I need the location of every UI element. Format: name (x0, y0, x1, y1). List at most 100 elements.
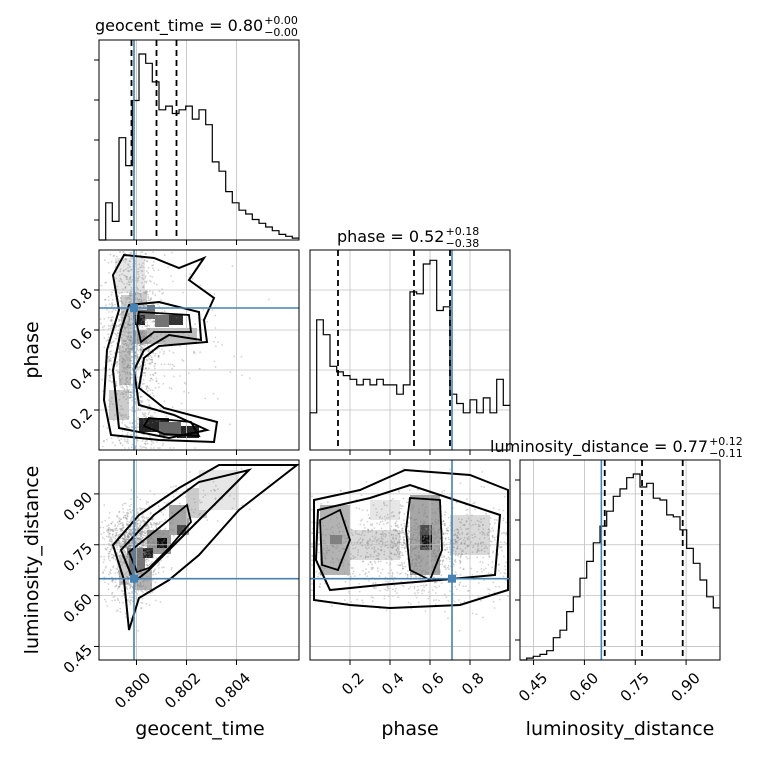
scatter-point (125, 298, 128, 301)
scatter-point (412, 558, 415, 561)
scatter-point (416, 529, 418, 531)
scatter-point (115, 567, 118, 570)
x-tick-label: 0.4 (378, 669, 408, 699)
scatter-point (202, 489, 205, 492)
scatter-point (344, 599, 346, 602)
scatter-point (332, 531, 334, 534)
scatter-point (154, 546, 156, 549)
scatter-point (154, 523, 157, 525)
scatter-point (361, 541, 364, 544)
scatter-point (183, 390, 186, 393)
scatter-point (120, 529, 123, 531)
scatter-point (118, 377, 121, 380)
scatter-point (424, 549, 427, 552)
scatter-point (159, 601, 162, 603)
scatter-point (147, 516, 150, 519)
scatter-point (160, 559, 163, 562)
scatter-point (124, 514, 127, 517)
scatter-point (147, 525, 150, 527)
scatter-point (426, 549, 429, 551)
scatter-point (194, 323, 196, 326)
scatter-point (150, 537, 153, 539)
scatter-point (139, 368, 142, 370)
scatter-point (482, 556, 484, 559)
scatter-point (141, 286, 144, 288)
scatter-point (123, 534, 125, 536)
scatter-point (139, 316, 142, 318)
scatter-point (118, 439, 121, 441)
scatter-point (129, 351, 132, 353)
scatter-point (142, 286, 145, 289)
scatter-point (415, 531, 418, 534)
scatter-point (144, 440, 147, 443)
scatter-point (117, 571, 120, 574)
scatter-point (114, 337, 117, 340)
scatter-point (134, 537, 137, 540)
scatter-point (110, 553, 113, 556)
scatter-point (168, 387, 171, 389)
scatter-point (459, 567, 462, 569)
scatter-point (199, 284, 202, 287)
scatter-point (123, 447, 126, 449)
scatter-point (157, 523, 160, 526)
scatter-point (466, 527, 469, 530)
scatter-point (437, 546, 440, 549)
scatter-point (111, 540, 113, 543)
scatter-point (138, 532, 141, 534)
density-cell (109, 390, 129, 420)
scatter-point (488, 538, 491, 540)
scatter-point (125, 339, 127, 342)
scatter-point (141, 586, 143, 588)
scatter-point (152, 447, 155, 449)
scatter-point (129, 385, 131, 387)
scatter-point (120, 542, 122, 544)
scatter-point (145, 564, 148, 566)
scatter-point (367, 529, 370, 532)
scatter-point (141, 530, 144, 533)
scatter-point (212, 340, 215, 343)
scatter-point (170, 275, 172, 277)
scatter-point (130, 336, 133, 338)
scatter-point (130, 529, 133, 532)
scatter-point (127, 335, 130, 337)
scatter-point (502, 509, 505, 512)
scatter-point (149, 436, 152, 438)
scatter-point (466, 513, 468, 516)
scatter-point (103, 504, 106, 507)
scatter-point (320, 566, 323, 569)
scatter-point (393, 514, 396, 517)
scatter-point (489, 540, 492, 542)
scatter-point (106, 339, 108, 342)
scatter-point (375, 555, 378, 557)
scatter-point (320, 503, 323, 505)
scatter-point (140, 401, 143, 404)
scatter-point (126, 372, 129, 375)
scatter-point (136, 567, 139, 570)
scatter-point (367, 544, 369, 547)
scatter-point (121, 537, 124, 540)
scatter-point (486, 547, 489, 550)
scatter-point (461, 531, 464, 534)
scatter-point (141, 343, 143, 346)
panel-geocent-time-hist (98, 39, 300, 241)
scatter-point (123, 358, 125, 361)
scatter-point (158, 316, 161, 319)
scatter-point (138, 275, 141, 278)
scatter-point (445, 568, 447, 571)
scatter-point (110, 522, 113, 525)
scatter-point (170, 567, 173, 569)
scatter-point (129, 294, 132, 297)
scatter-point (125, 326, 128, 329)
scatter-point (401, 567, 404, 570)
scatter-point (126, 433, 129, 436)
x-axis-label-phase: phase (381, 718, 438, 740)
scatter-point (193, 501, 196, 504)
scatter-point (118, 280, 121, 282)
scatter-point (398, 517, 401, 519)
scatter-point (114, 326, 117, 329)
scatter-point (438, 521, 440, 524)
scatter-point (146, 539, 149, 542)
scatter-point (120, 545, 122, 548)
scatter-point (422, 569, 425, 571)
scatter-point (163, 539, 166, 541)
